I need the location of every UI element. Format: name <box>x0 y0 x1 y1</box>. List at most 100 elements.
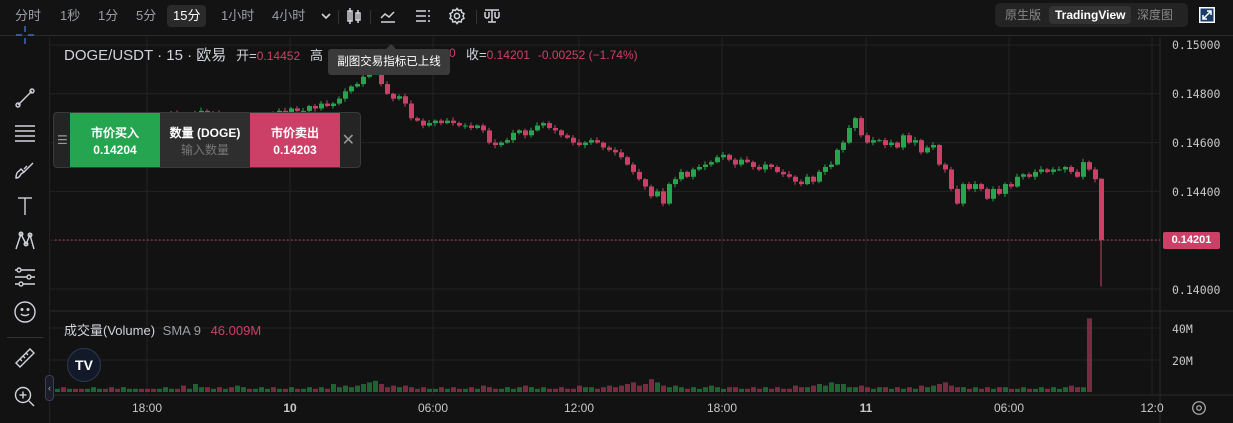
volume-bar <box>709 385 714 392</box>
volume-title: 成交量(Volume) <box>64 323 156 338</box>
collapse-toolbar-button[interactable]: ‹ <box>45 375 54 401</box>
close-icon[interactable]: ✕ <box>341 132 355 149</box>
volume-bar <box>475 388 480 392</box>
candle-body <box>697 167 702 170</box>
emoji-icon[interactable] <box>13 300 37 324</box>
candle-body <box>343 91 348 99</box>
volume-bar <box>361 384 366 392</box>
balance-icon[interactable] <box>482 6 502 26</box>
candle-body <box>1057 169 1062 171</box>
candle-body <box>457 123 462 126</box>
volume-bar <box>811 385 816 392</box>
quantity-input[interactable]: 数量 (DOGE) 输入数量 <box>160 113 250 167</box>
volume-bar <box>301 388 306 392</box>
fib-lines-icon[interactable] <box>13 121 37 145</box>
candle-body <box>355 84 360 87</box>
candle-body <box>745 159 750 163</box>
chart-legend: DOGE/USDT · 15 · 欧易 开=0.14452 高 0 收=0.14… <box>64 44 638 65</box>
candle-body <box>901 135 906 148</box>
brush-icon[interactable] <box>13 158 37 182</box>
candle-body <box>643 179 648 187</box>
trend-line-icon[interactable] <box>13 86 37 110</box>
settings-icon[interactable] <box>447 6 467 26</box>
candle-body <box>1051 169 1056 172</box>
volume-bar <box>385 387 390 392</box>
timeframe-1m[interactable]: 1分 <box>98 8 119 23</box>
volume-bar <box>1045 388 1050 392</box>
volume-bar <box>505 387 510 392</box>
volume-bar <box>901 388 906 392</box>
volume-bar <box>781 388 786 392</box>
text-icon[interactable] <box>13 194 37 218</box>
volume-bar <box>847 387 852 392</box>
sell-label: 市价卖出 <box>270 126 319 140</box>
volume-bar <box>469 387 474 392</box>
volume-bar <box>193 384 198 392</box>
candle-body <box>331 103 336 106</box>
volume-bar <box>1021 387 1026 392</box>
volume-bar <box>967 388 972 392</box>
volume-bar <box>511 388 516 392</box>
timeframe-1[interactable]: 分时 <box>15 8 42 23</box>
volume-bar <box>481 385 486 392</box>
candle-body <box>1027 174 1032 177</box>
time-tick: 12:00 <box>563 401 595 415</box>
candle-body <box>493 142 498 146</box>
volume-bar <box>625 384 630 392</box>
sell-price: 0.14203 <box>273 143 317 157</box>
candle-body <box>727 154 732 160</box>
candle-body <box>751 162 756 167</box>
crosshair-icon[interactable] <box>13 23 37 47</box>
ruler-icon[interactable] <box>13 346 37 370</box>
volume-bar <box>973 387 978 392</box>
timeframe-4h[interactable]: 4小时 <box>272 8 306 23</box>
candle-body <box>547 123 552 128</box>
volume-bar <box>199 387 204 392</box>
layout-icon[interactable] <box>413 6 433 26</box>
drag-handle-icon[interactable]: ☰ <box>57 133 68 147</box>
market-buy-button[interactable]: 市价买入 0.14204 <box>70 113 160 167</box>
volume-bar <box>949 385 954 392</box>
volume-bar <box>415 388 420 392</box>
candle-body <box>1033 171 1038 177</box>
volume-bar <box>841 384 846 392</box>
market-sell-button[interactable]: 市价卖出 0.14203 <box>250 113 340 167</box>
fullscreen-icon[interactable] <box>1197 5 1217 25</box>
candle-body <box>883 140 888 146</box>
view-tradingview[interactable]: TradingView <box>1049 6 1132 24</box>
volume-bar <box>115 388 120 392</box>
price-tick: 0.14400 <box>1172 185 1221 199</box>
view-depth[interactable]: 深度图 <box>1137 8 1174 22</box>
timeframe-1s[interactable]: 1秒 <box>60 8 81 23</box>
volume-bar <box>793 385 798 392</box>
change-value: -0.00252 (−1.74%) <box>537 48 638 62</box>
timeframe-15m[interactable]: 15分 <box>167 5 207 27</box>
candle-body <box>865 135 870 143</box>
candle-body <box>709 162 714 165</box>
volume-bar <box>877 387 882 392</box>
volume-bar <box>277 388 282 392</box>
nodes-icon[interactable] <box>13 265 37 289</box>
top-toolbar: 分时 1秒 1分 5分 15分 1小时 4小时 原生版 TradingView … <box>0 0 1233 36</box>
candle-body <box>673 179 678 185</box>
chevron-down-icon[interactable] <box>316 6 336 26</box>
axis-settings-icon[interactable] <box>1190 399 1208 417</box>
indicators-icon[interactable] <box>378 6 398 26</box>
timeframe-1h[interactable]: 1小时 <box>221 8 255 23</box>
candle-body <box>421 120 426 126</box>
candle-type-icon[interactable] <box>344 6 364 26</box>
pattern-icon[interactable] <box>13 229 37 253</box>
candle-body <box>943 164 948 170</box>
volume-bar <box>571 388 576 392</box>
candle-body <box>619 152 624 158</box>
zoom-in-icon[interactable] <box>13 385 37 409</box>
volume-bar <box>445 388 450 392</box>
volume-bar <box>493 388 498 392</box>
timeframe-5m[interactable]: 5分 <box>136 8 157 23</box>
candle-body <box>1039 169 1044 172</box>
view-native[interactable]: 原生版 <box>1005 8 1042 22</box>
tradingview-logo[interactable]: TV <box>67 348 101 382</box>
volume-bar <box>1015 388 1020 392</box>
volume-bar <box>745 388 750 392</box>
volume-bar <box>133 388 138 392</box>
